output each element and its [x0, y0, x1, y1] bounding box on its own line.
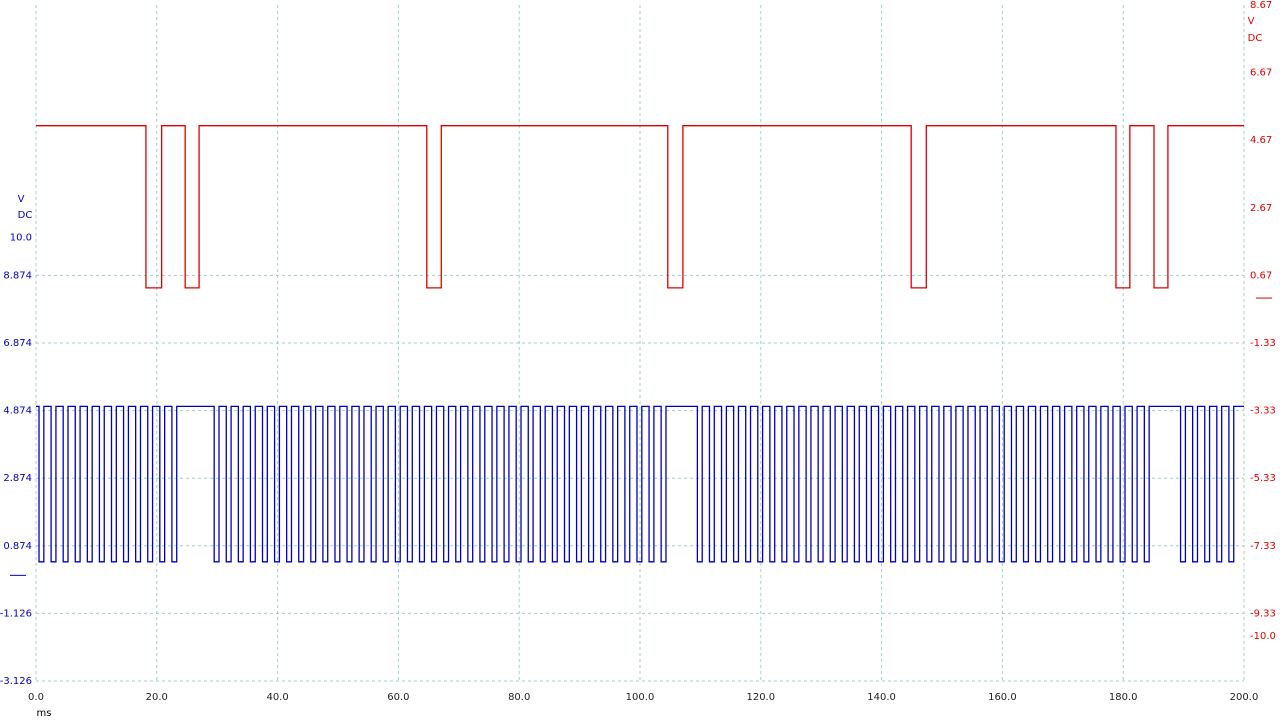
y2-tick-label: 8.67 — [1250, 0, 1272, 11]
x-tick-label: 200.0 — [1230, 692, 1259, 703]
y-tick-label: 2.874 — [3, 473, 32, 484]
y2-tick-label: 2.67 — [1250, 203, 1272, 214]
y2-tick-label: -1.33 — [1250, 338, 1276, 349]
y2-tick-label: 6.67 — [1250, 68, 1272, 79]
x-tick-label: 140.0 — [867, 692, 896, 703]
x-tick-label: 40.0 — [266, 692, 288, 703]
y2-tick-label: 4.67 — [1250, 135, 1272, 146]
x-tick-label: 100.0 — [626, 692, 655, 703]
y-tick-label: 0.874 — [3, 541, 32, 552]
y2-axis-label: V — [1248, 16, 1255, 27]
x-tick-label: 0.0 — [28, 692, 44, 703]
y-tick-label: -1.126 — [0, 608, 32, 619]
x-tick-label: 160.0 — [988, 692, 1017, 703]
y2-tick-label: -5.33 — [1250, 473, 1276, 484]
y2-axis-label: DC — [1248, 33, 1263, 44]
x-tick-label: 180.0 — [1109, 692, 1138, 703]
x-axis-label: ms — [37, 708, 52, 719]
y-tick-label: 6.874 — [3, 338, 32, 349]
x-tick-label: 20.0 — [146, 692, 168, 703]
x-tick-label: 60.0 — [387, 692, 409, 703]
y-tick-label: 4.874 — [3, 406, 32, 417]
y-tick-label: -3.126 — [0, 676, 32, 687]
y2-tick-label: -7.33 — [1250, 541, 1276, 552]
y2-tick-label: -9.33 — [1250, 608, 1276, 619]
y-scale-label: 10.0 — [10, 232, 32, 243]
series-line — [36, 405, 1244, 563]
series-line — [36, 125, 1244, 289]
y2-tick-label: -3.33 — [1250, 406, 1276, 417]
x-tick-label: 120.0 — [746, 692, 775, 703]
x-tick-label: 80.0 — [508, 692, 530, 703]
y-tick-label: 8.874 — [3, 270, 32, 281]
y-axis-label: V — [18, 194, 25, 205]
y2-scale-label: -10.0 — [1250, 631, 1276, 642]
y-axis-label: DC — [18, 210, 33, 221]
y2-tick-label: 0.67 — [1250, 270, 1272, 281]
